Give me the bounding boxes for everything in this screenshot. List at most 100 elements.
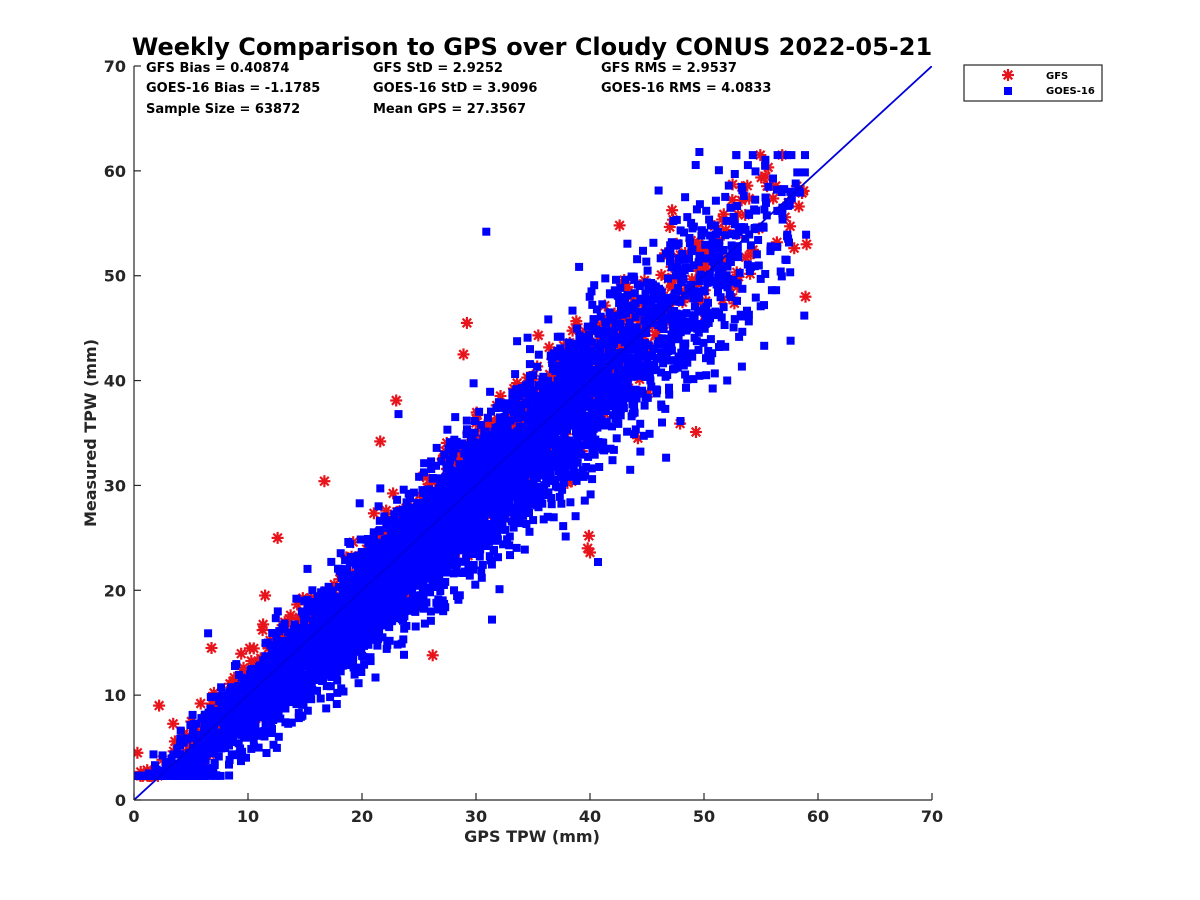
goes16-point	[669, 365, 677, 374]
goes16-point	[161, 759, 170, 767]
goes16-point	[596, 312, 605, 321]
goes16-point	[595, 377, 604, 386]
goes16-point	[281, 642, 290, 651]
goes16-point	[303, 564, 312, 573]
gfs-point	[389, 393, 404, 408]
goes16-point	[434, 474, 443, 483]
goes16-point	[523, 333, 532, 342]
goes16-point	[764, 182, 773, 191]
goes16-point	[523, 416, 532, 424]
goes16-point	[690, 333, 699, 342]
goes16-point	[766, 242, 775, 251]
goes16-point	[353, 616, 362, 625]
goes16-point	[703, 271, 712, 280]
goes16-point	[560, 398, 569, 407]
goes16-point	[487, 560, 496, 569]
goes16-point	[234, 682, 243, 690]
goes16-point	[656, 348, 665, 357]
goes16-point	[369, 531, 378, 540]
goes16-point	[401, 512, 410, 520]
goes16-point	[149, 750, 158, 759]
goes16-point	[654, 186, 663, 195]
goes16-point	[566, 498, 575, 507]
goes16-point	[465, 543, 474, 552]
goes16-point	[393, 640, 402, 649]
goes16-point	[512, 385, 521, 394]
goes16-point	[397, 639, 406, 648]
goes16-point	[215, 697, 224, 706]
goes16-point	[326, 693, 335, 702]
goes16-point	[437, 457, 446, 466]
goes16-point	[703, 278, 712, 287]
goes16-point	[659, 359, 668, 368]
goes16-point	[509, 523, 518, 532]
goes16-point	[494, 553, 502, 562]
goes16-point	[641, 373, 650, 381]
goes16-point	[268, 629, 277, 637]
goes16-point	[723, 283, 732, 292]
goes16-point	[521, 381, 530, 390]
goes16-point	[328, 587, 336, 596]
goes16-point	[619, 326, 627, 335]
goes16-point	[657, 368, 666, 377]
goes16-point	[529, 456, 538, 465]
goes16-point	[729, 323, 738, 332]
goes16-point	[470, 417, 479, 425]
goes16-point	[751, 195, 760, 204]
goes16-point	[690, 302, 699, 311]
goes16-point	[354, 679, 363, 688]
gfs-point	[317, 474, 332, 489]
goes16-point	[580, 496, 589, 505]
gfs-point	[255, 622, 270, 638]
goes16-point	[582, 428, 591, 437]
goes16-point	[608, 422, 616, 431]
goes16-point	[702, 206, 711, 215]
goes16-point	[735, 332, 744, 341]
goes16-point	[332, 700, 341, 708]
goes16-point	[377, 562, 386, 571]
goes16-point	[281, 704, 290, 713]
goes16-point	[632, 323, 641, 332]
goes16-point	[665, 383, 673, 392]
goes16-point	[235, 670, 243, 679]
goes16-point	[436, 587, 445, 596]
goes16-point	[583, 439, 592, 448]
goes16-point	[729, 212, 738, 221]
goes16-point	[741, 225, 750, 234]
goes16-point	[501, 525, 510, 534]
goes16-point	[400, 612, 409, 621]
goes16-point	[225, 760, 233, 769]
goes16-point	[721, 192, 730, 201]
goes16-point	[656, 304, 665, 313]
goes16-point	[685, 239, 694, 248]
goes16-point	[702, 354, 710, 363]
goes16-point	[674, 335, 683, 344]
goes16-point	[513, 337, 522, 346]
goes16-point	[246, 717, 255, 726]
goes16-point	[332, 671, 341, 680]
goes16-point	[710, 369, 719, 378]
goes16-point	[800, 168, 809, 177]
goes16-point	[630, 275, 639, 284]
goes16-point	[303, 706, 312, 715]
goes16-point	[785, 238, 793, 247]
goes16-point	[606, 314, 615, 323]
goes16-point	[704, 254, 713, 263]
gfs-point	[234, 646, 249, 661]
goes16-point	[512, 543, 521, 552]
goes16-point	[700, 324, 709, 333]
goes16-point	[282, 661, 291, 670]
goes16-point	[175, 763, 184, 772]
goes16-point	[587, 464, 596, 473]
goes16-point	[713, 228, 722, 236]
goes16-point	[515, 477, 523, 486]
goes16-point	[601, 274, 610, 283]
goes16-point	[486, 387, 495, 396]
gfs-point	[246, 641, 261, 656]
goes16-point	[776, 267, 785, 276]
goes16-point	[651, 366, 660, 375]
goes16-point	[613, 353, 622, 362]
goes16-point	[773, 151, 782, 160]
goes16-point	[715, 239, 724, 248]
goes16-point	[261, 688, 270, 697]
